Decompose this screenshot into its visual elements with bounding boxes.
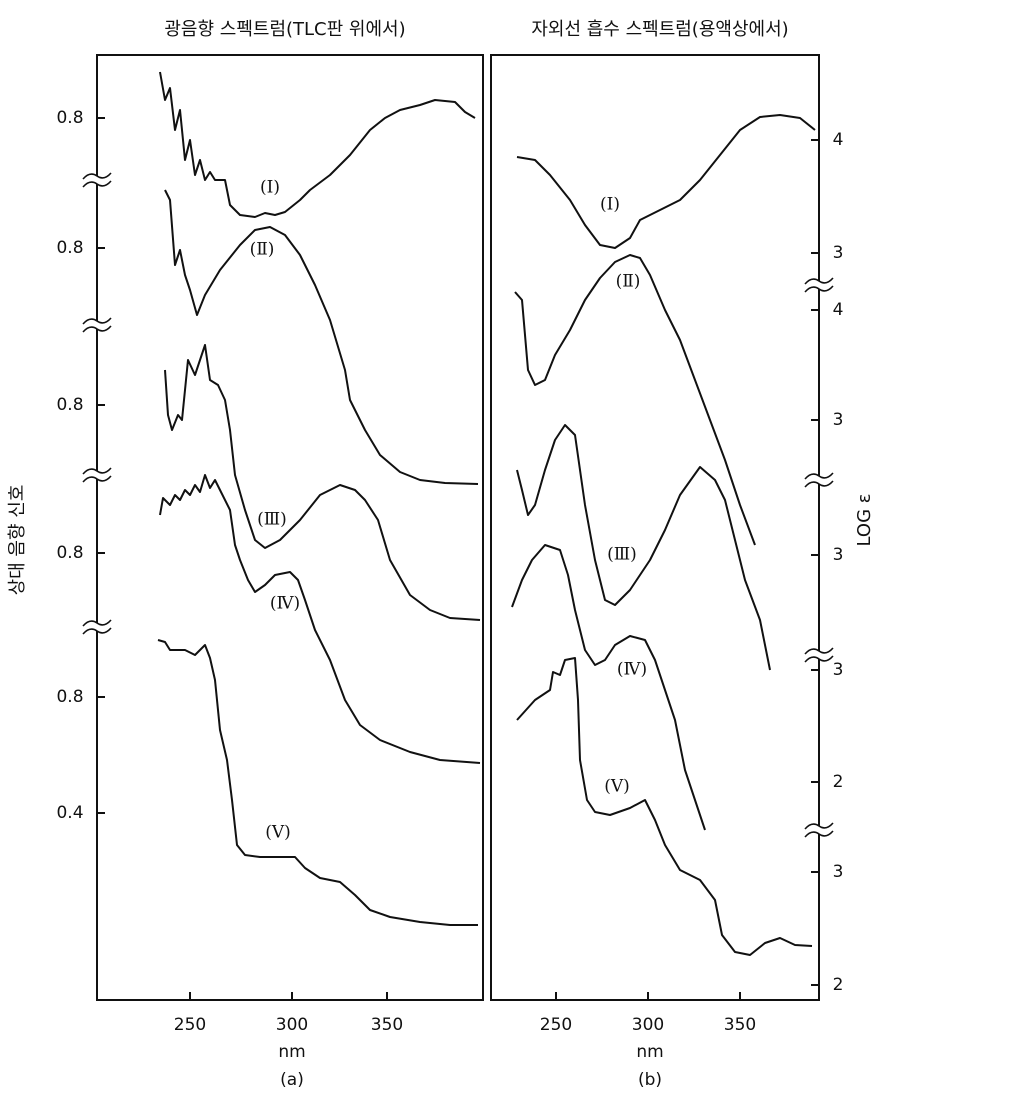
break-mark xyxy=(82,475,112,483)
break-mark xyxy=(82,317,112,325)
x-tick-label: 250 xyxy=(174,1015,206,1035)
curve-label: (Ⅳ) xyxy=(270,594,300,614)
x-tick-label: 250 xyxy=(540,1015,572,1035)
y-tick-label: 0.8 xyxy=(56,687,83,707)
curve xyxy=(516,424,771,671)
x-tick-label: 350 xyxy=(371,1015,403,1035)
y-tick-label: 0.8 xyxy=(56,238,83,258)
break-mark xyxy=(82,627,112,635)
x-tick-label: 300 xyxy=(632,1015,664,1035)
panel-frame xyxy=(490,54,820,1001)
break-mark xyxy=(804,480,834,488)
break-gap xyxy=(83,321,111,329)
break-gap xyxy=(83,471,111,479)
curve xyxy=(511,544,706,831)
y-axis-label: 상대 음향 신호 xyxy=(7,485,28,596)
break-mark xyxy=(804,647,834,655)
break-gap xyxy=(805,651,833,659)
curve xyxy=(159,71,476,218)
y-tick-label: 4 xyxy=(833,130,844,150)
break-gap xyxy=(805,826,833,834)
break-mark xyxy=(82,325,112,333)
y-tick-label: 2 xyxy=(833,975,844,995)
curve xyxy=(516,114,816,249)
y-tick-label: 3 xyxy=(833,545,844,565)
curve-label: (Ⅳ) xyxy=(617,660,647,680)
curves xyxy=(157,71,816,956)
curve xyxy=(164,189,479,485)
axis-breaks xyxy=(82,172,834,838)
curve xyxy=(157,639,478,926)
x-axis-label: nm xyxy=(636,1042,663,1062)
panel-frame xyxy=(96,54,484,1001)
y-tick-label: 0.8 xyxy=(56,543,83,563)
curve xyxy=(516,657,813,956)
break-gap xyxy=(83,623,111,631)
curve-label: (Ⅲ) xyxy=(257,510,287,530)
curve xyxy=(164,344,481,621)
break-mark xyxy=(804,472,834,480)
y-tick-label: 3 xyxy=(833,410,844,430)
break-gap xyxy=(805,476,833,484)
break-mark xyxy=(804,285,834,293)
curve xyxy=(514,254,756,546)
curve-label: (Ⅰ) xyxy=(600,195,620,215)
y-tick-label: 0.8 xyxy=(56,108,83,128)
break-mark xyxy=(804,655,834,663)
curve-label: (Ⅱ) xyxy=(616,272,641,292)
curve-label: (Ⅴ) xyxy=(604,777,630,797)
break-mark xyxy=(804,830,834,838)
break-mark xyxy=(82,180,112,188)
x-axis-label: nm xyxy=(278,1042,305,1062)
curve-label: (Ⅰ) xyxy=(260,178,280,198)
curve-label: (Ⅴ) xyxy=(265,823,291,843)
break-mark xyxy=(804,822,834,830)
y-tick-label: 0.4 xyxy=(56,803,83,823)
break-mark xyxy=(804,277,834,285)
x-tick-label: 350 xyxy=(724,1015,756,1035)
y-tick-label: 2 xyxy=(833,772,844,792)
break-mark xyxy=(82,619,112,627)
break-gap xyxy=(805,281,833,289)
y-tick-label: 3 xyxy=(833,243,844,263)
curve-label: (Ⅲ) xyxy=(607,545,637,565)
break-mark xyxy=(82,467,112,475)
y-tick-label: 0.8 xyxy=(56,395,83,415)
x-tick-label: 300 xyxy=(276,1015,308,1035)
curve-label: (Ⅱ) xyxy=(250,240,275,260)
y-tick-label: 3 xyxy=(833,660,844,680)
y-tick-label: 3 xyxy=(833,862,844,882)
break-mark xyxy=(82,172,112,180)
caption: (b) xyxy=(638,1070,662,1090)
break-gap xyxy=(83,176,111,184)
panel-title: 자외선 흡수 스펙트럼(용액상에서) xyxy=(531,19,788,40)
panel-title: 광음향 스펙트럼(TLC판 위에서) xyxy=(164,19,405,40)
curve xyxy=(159,474,481,764)
y-tick-label: 4 xyxy=(833,300,844,320)
caption: (a) xyxy=(280,1070,304,1090)
y-axis-label: LOG ε xyxy=(854,494,875,547)
